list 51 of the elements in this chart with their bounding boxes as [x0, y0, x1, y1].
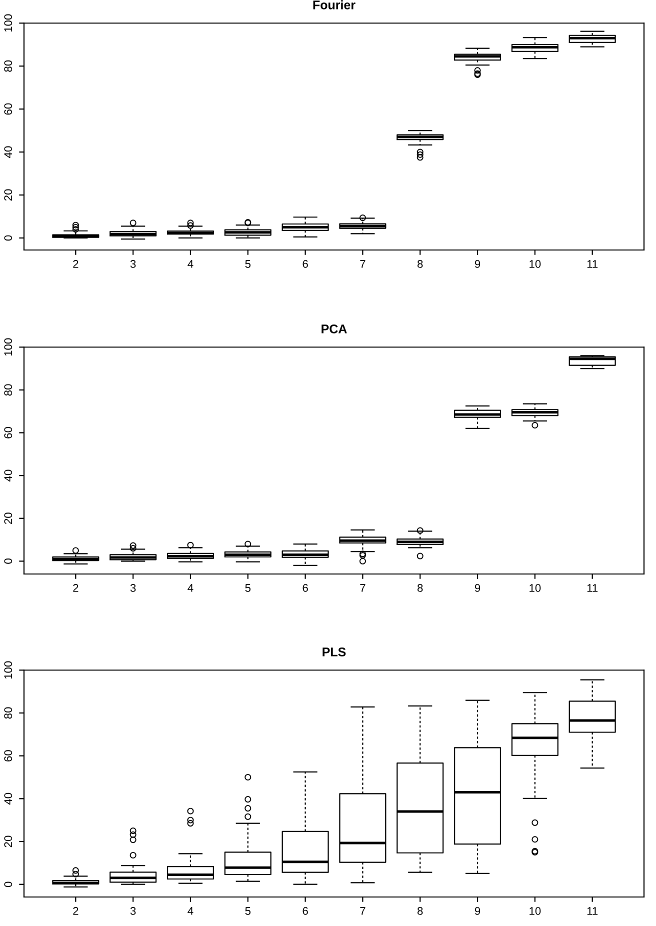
y-tick-label: 40 [4, 146, 12, 158]
x-tick-label: 9 [474, 584, 480, 592]
x-tick-label: 11 [587, 260, 598, 268]
y-tick-label: 100 [4, 661, 12, 679]
x-tick-label: 10 [530, 907, 541, 915]
y-tick-label: 80 [4, 60, 12, 72]
x-tick-label: 8 [418, 907, 423, 915]
y-tick-label: 60 [4, 103, 12, 115]
chart-title: PCA [322, 324, 347, 334]
x-tick-label: 2 [73, 584, 78, 592]
y-tick-label: 20 [4, 512, 12, 524]
x-tick-label: 4 [188, 584, 194, 592]
chart-title: PLS [322, 648, 346, 656]
x-tick-label: 7 [360, 584, 366, 592]
y-tick-label: 0 [4, 235, 12, 241]
x-tick-label: 3 [130, 584, 136, 592]
y-tick-label: 0 [4, 882, 12, 888]
y-tick-label: 20 [4, 836, 12, 848]
chart-title: Fourier [313, 0, 356, 10]
y-tick-label: 60 [4, 750, 12, 762]
y-tick-label: 40 [4, 470, 12, 482]
y-tick-label: 60 [4, 426, 12, 438]
x-tick-label: 5 [245, 584, 251, 592]
x-tick-label: 6 [302, 907, 308, 915]
x-tick-label: 5 [245, 260, 251, 268]
x-tick-label: 5 [245, 907, 251, 915]
y-tick-label: 20 [4, 189, 12, 201]
x-tick-label: 8 [418, 260, 423, 268]
x-tick-label: 3 [130, 907, 136, 915]
x-tick-label: 9 [474, 907, 480, 915]
y-tick-label: 80 [4, 384, 12, 396]
x-tick-label: 8 [418, 584, 423, 592]
x-tick-label: 11 [587, 584, 598, 592]
x-tick-label: 4 [188, 907, 194, 915]
x-tick-label: 3 [130, 260, 136, 268]
x-tick-label: 4 [188, 260, 194, 268]
y-tick-label: 40 [4, 792, 12, 805]
x-tick-label: 2 [73, 907, 78, 915]
y-tick-label: 100 [4, 14, 12, 32]
x-tick-label: 9 [474, 260, 480, 268]
y-tick-label: 80 [4, 707, 12, 719]
x-tick-label: 7 [360, 907, 366, 915]
x-tick-label: 6 [302, 260, 308, 268]
y-tick-label: 0 [4, 558, 12, 564]
x-tick-label: 10 [530, 260, 541, 268]
x-tick-label: 2 [73, 260, 78, 268]
x-tick-label: 6 [302, 584, 308, 592]
x-tick-label: 11 [587, 907, 598, 915]
x-tick-label: 10 [530, 584, 541, 592]
x-tick-label: 7 [360, 260, 366, 268]
y-tick-label: 100 [4, 338, 12, 356]
